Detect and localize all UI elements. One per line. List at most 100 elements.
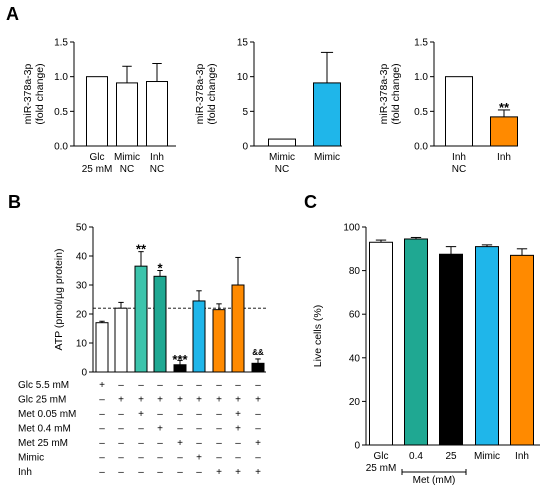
category-label: Inh bbox=[452, 152, 466, 163]
condition-symbol: – bbox=[177, 424, 183, 435]
condition-symbol: – bbox=[99, 438, 105, 449]
category-label: NC bbox=[275, 164, 289, 175]
y-tick-label: 1.0 bbox=[54, 72, 68, 83]
y-tick-label: 100 bbox=[343, 223, 360, 234]
group-label: Met (mM) bbox=[413, 475, 456, 486]
condition-symbol: – bbox=[235, 380, 241, 391]
y-tick-label: 0.0 bbox=[54, 142, 68, 153]
significance-marker: * bbox=[157, 261, 163, 276]
condition-row-label: Met 25 mM bbox=[18, 438, 68, 449]
condition-symbol: – bbox=[99, 409, 105, 420]
bar-2 bbox=[134, 265, 148, 373]
significance-marker: *** bbox=[172, 352, 188, 367]
bar-0 bbox=[445, 76, 473, 147]
bar-1 bbox=[313, 82, 341, 147]
y-tick-label: 10 bbox=[76, 339, 88, 350]
bar-1 bbox=[114, 307, 128, 373]
condition-symbol: – bbox=[138, 424, 144, 435]
y-tick-label: 30 bbox=[76, 281, 88, 292]
y-tick-label: 15 bbox=[237, 38, 249, 49]
bar-0 bbox=[86, 76, 108, 147]
y-axis-label: miR-378a-3p bbox=[378, 63, 390, 124]
condition-symbol: – bbox=[99, 453, 105, 464]
y-tick-label: 40 bbox=[76, 252, 88, 263]
condition-symbol: + bbox=[138, 409, 144, 420]
condition-symbol: + bbox=[235, 424, 241, 435]
y-tick-label: 0 bbox=[242, 142, 248, 153]
bar-8 bbox=[251, 362, 265, 373]
condition-symbol: – bbox=[196, 409, 202, 420]
condition-symbol: + bbox=[157, 424, 163, 435]
condition-symbol: – bbox=[216, 424, 222, 435]
condition-symbol: – bbox=[118, 424, 124, 435]
y-tick-label: 5 bbox=[242, 107, 248, 118]
condition-symbol: – bbox=[255, 380, 261, 391]
condition-symbol: + bbox=[177, 438, 183, 449]
condition-row-label: Glc 25 mM bbox=[18, 395, 66, 406]
condition-symbol: – bbox=[118, 453, 124, 464]
condition-symbol: – bbox=[138, 467, 144, 478]
significance-marker: ** bbox=[499, 100, 510, 115]
condition-symbol: + bbox=[177, 395, 183, 406]
bar-0 bbox=[268, 138, 296, 147]
condition-symbol: + bbox=[255, 467, 261, 478]
condition-symbol: + bbox=[235, 395, 241, 406]
bar-6 bbox=[212, 309, 226, 373]
condition-symbol: – bbox=[99, 467, 105, 478]
y-tick-label: 0 bbox=[354, 441, 360, 452]
y-tick-label: 10 bbox=[237, 72, 249, 83]
category-label: NC bbox=[452, 164, 466, 175]
category-label: 25 mM bbox=[366, 463, 397, 474]
y-tick-label: 0.5 bbox=[54, 107, 68, 118]
condition-symbol: – bbox=[255, 409, 261, 420]
bar-7 bbox=[231, 284, 245, 373]
condition-symbol: – bbox=[177, 453, 183, 464]
condition-symbol: – bbox=[196, 467, 202, 478]
y-tick-label: 40 bbox=[349, 353, 361, 364]
category-label: Mimic bbox=[474, 451, 500, 462]
category-label: 25 bbox=[445, 451, 457, 462]
bar-0 bbox=[369, 241, 393, 446]
category-label: Inh bbox=[515, 451, 529, 462]
condition-symbol: – bbox=[235, 438, 241, 449]
y-tick-label: 50 bbox=[76, 223, 88, 234]
category-label: Inh bbox=[150, 152, 164, 163]
category-label: Mimic bbox=[269, 152, 295, 163]
condition-symbol: – bbox=[216, 438, 222, 449]
category-label: Mimic bbox=[314, 152, 340, 163]
condition-symbol: – bbox=[157, 467, 163, 478]
condition-symbol: – bbox=[138, 380, 144, 391]
y-axis-label: miR-378a-3p bbox=[22, 63, 34, 124]
bar-4 bbox=[510, 254, 534, 446]
condition-symbol: – bbox=[235, 453, 241, 464]
category-label: Mimic bbox=[114, 152, 140, 163]
category-label: Inh bbox=[497, 152, 511, 163]
condition-symbol: + bbox=[138, 395, 144, 406]
condition-symbol: – bbox=[177, 467, 183, 478]
bar-5 bbox=[192, 300, 206, 373]
bar-3 bbox=[475, 246, 499, 446]
condition-symbol: + bbox=[99, 380, 105, 391]
condition-symbol: – bbox=[99, 395, 105, 406]
condition-symbol: + bbox=[255, 438, 261, 449]
condition-row-label: Mimic bbox=[18, 453, 44, 464]
chart-a1: 0.0 0.5 1.0 1.5 miR-378a-3p (fold change) Glc2… bbox=[22, 38, 176, 175]
condition-symbol: – bbox=[177, 380, 183, 391]
y-axis-label: ATP (pmol/µg protein) bbox=[53, 249, 65, 351]
condition-symbol: – bbox=[157, 453, 163, 464]
condition-symbol: – bbox=[196, 424, 202, 435]
y-axis-label: miR-378a-3p bbox=[194, 63, 206, 124]
condition-symbol: – bbox=[177, 409, 183, 420]
condition-symbol: – bbox=[216, 409, 222, 420]
condition-symbol: – bbox=[196, 438, 202, 449]
y-tick-label: 0.0 bbox=[414, 142, 428, 153]
bar-0 bbox=[95, 322, 109, 373]
bar-1 bbox=[404, 238, 428, 446]
significance-marker: ** bbox=[136, 242, 147, 257]
significance-marker: && bbox=[252, 348, 264, 357]
y-tick-label: 1.5 bbox=[414, 38, 428, 49]
condition-symbol: – bbox=[157, 409, 163, 420]
